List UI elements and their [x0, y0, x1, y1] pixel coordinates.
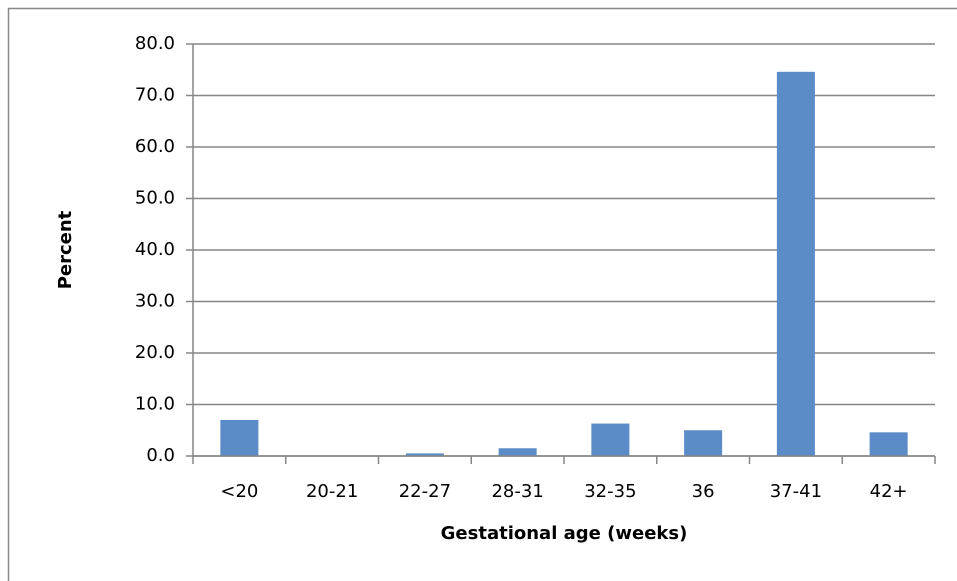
bar [591, 423, 630, 456]
bar [220, 419, 259, 456]
x-tick-label: 36 [692, 481, 715, 502]
y-tick-label: 70.0 [135, 85, 175, 106]
x-tick-label: 28-31 [491, 481, 543, 502]
bar [405, 453, 444, 456]
y-axis-label: Percent [55, 210, 76, 289]
y-tick-label: 20.0 [135, 342, 175, 363]
bar [776, 71, 815, 456]
x-tick-label: 20-21 [306, 481, 358, 502]
y-tick-label: 0.0 [146, 445, 175, 466]
bar [869, 432, 908, 456]
x-tick-label: 32-35 [584, 481, 636, 502]
x-tick-label: 42+ [870, 481, 908, 502]
y-tick-label: 40.0 [135, 239, 175, 260]
x-tick-label: <20 [220, 481, 258, 502]
x-tick-label: 22-27 [399, 481, 451, 502]
x-axis-label: Gestational age (weeks) [441, 523, 688, 544]
bar [684, 430, 723, 456]
y-tick-label: 60.0 [135, 136, 175, 157]
x-tick-label: 37-41 [770, 481, 822, 502]
y-tick-label: 30.0 [135, 291, 175, 312]
y-tick-label: 50.0 [135, 188, 175, 209]
y-tick-label: 80.0 [135, 33, 175, 54]
y-tick-label: 10.0 [135, 394, 175, 415]
chart-border [7, 7, 957, 581]
bar [498, 448, 537, 456]
